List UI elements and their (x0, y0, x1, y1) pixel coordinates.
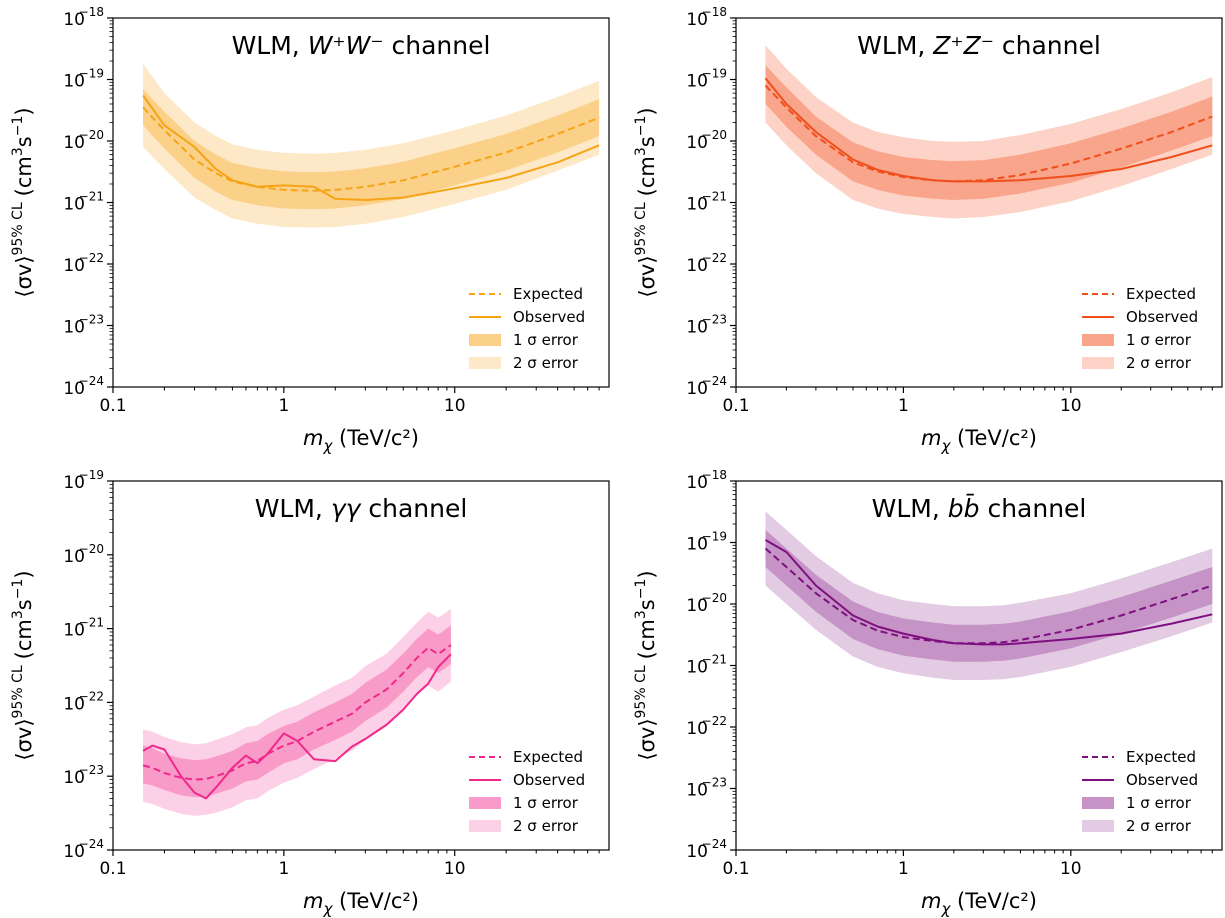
legend: Expected Observed 1 σ error 2 σ error (469, 285, 585, 372)
x-tick-label: 0.1 (99, 859, 126, 879)
panel-title: WLM, Z⁺Z⁻ channel (857, 31, 1101, 60)
y-tick-exponent: −23 (702, 313, 727, 327)
legend-label: 1 σ error (513, 794, 579, 812)
y-axis-label: ⟨σv⟩95% CL(cm3s−1) (10, 570, 36, 760)
y-tick-exponent: −21 (702, 653, 727, 667)
y-tick-exponent: −24 (79, 374, 104, 388)
y-tick-exponent: −18 (702, 5, 727, 19)
chart-panel-3: 0.1 1 1010−2410−2310−2210−2110−2010−19WLM,… (10, 468, 609, 918)
y-tick-exponent: −20 (79, 128, 104, 142)
y-tick-exponent: −22 (79, 689, 104, 703)
legend-label: 2 σ error (1126, 817, 1192, 835)
y-tick-exponent: −19 (702, 530, 727, 544)
legend: Expected Observed 1 σ error 2 σ error (1082, 285, 1198, 372)
plot-area (143, 64, 599, 228)
legend-label: Observed (1126, 308, 1198, 326)
y-tick-exponent: −18 (702, 468, 727, 482)
legend-label: 2 σ error (1126, 354, 1192, 372)
y-tick-exponent: −21 (79, 190, 104, 204)
x-axis-label: mχ (TeV/c²) (303, 889, 419, 918)
y-tick-exponent: −24 (702, 374, 727, 388)
plot-area (766, 511, 1213, 680)
x-tick-label: 10 (1060, 396, 1082, 416)
legend-two-sigma-handle (1082, 820, 1114, 832)
x-tick-label: 10 (444, 859, 466, 879)
x-axis-label: mχ (TeV/c²) (303, 426, 419, 455)
panel-title: WLM, bb̄ channel (872, 493, 1087, 523)
y-tick-exponent: −20 (702, 591, 727, 605)
y-tick-exponent: −22 (702, 714, 727, 728)
plot-area (143, 609, 451, 816)
legend-label: Expected (513, 748, 583, 766)
legend-two-sigma-handle (1082, 357, 1114, 369)
y-tick-exponent: −20 (79, 542, 104, 556)
y-tick-exponent: −19 (702, 67, 727, 81)
legend-one-sigma-handle (1082, 797, 1114, 809)
x-tick-label: 0.1 (722, 396, 749, 416)
x-tick-label: 10 (1060, 859, 1082, 879)
legend-label: Expected (1126, 285, 1196, 303)
y-tick-exponent: −21 (702, 190, 727, 204)
legend-label: 1 σ error (1126, 794, 1192, 812)
x-tick-label: 0.1 (722, 859, 749, 879)
panel-title: WLM, W⁺W⁻ channel (232, 31, 491, 60)
y-tick-exponent: −22 (79, 251, 104, 265)
y-axis-label: ⟨σv⟩95% CL(cm3s−1) (633, 570, 659, 760)
chart-panel-4: 0.1 1 1010−2410−2310−2210−2110−2010−1910−1… (633, 468, 1222, 918)
chart-panel-2: 0.1 1 1010−2410−2310−2210−2110−2010−1910−1… (633, 5, 1222, 455)
legend-label: Observed (1126, 771, 1198, 789)
x-tick-label: 1 (278, 396, 289, 416)
y-axis-label: ⟨σv⟩95% CL(cm3s−1) (10, 107, 36, 297)
legend: Expected Observed 1 σ error 2 σ error (469, 748, 585, 835)
x-tick-label: 1 (278, 859, 289, 879)
legend-one-sigma-handle (469, 797, 501, 809)
chart-panel-1: 0.1 1 1010−2410−2310−2210−2110−2010−1910−1… (10, 5, 609, 455)
legend-label: Observed (513, 771, 585, 789)
y-tick-exponent: −23 (702, 776, 727, 790)
legend-label: 1 σ error (513, 331, 579, 349)
legend-label: Observed (513, 308, 585, 326)
y-tick-exponent: −19 (79, 67, 104, 81)
plot-area (766, 45, 1213, 218)
legend-label: 1 σ error (1126, 331, 1192, 349)
legend-two-sigma-handle (469, 357, 501, 369)
x-tick-label: 1 (898, 396, 909, 416)
panel-title: WLM, γγ channel (255, 494, 468, 523)
x-tick-label: 10 (444, 396, 466, 416)
legend-one-sigma-handle (1082, 334, 1114, 346)
x-axis-label: mχ (TeV/c²) (921, 889, 1037, 918)
y-tick-exponent: −20 (702, 128, 727, 142)
x-tick-label: 1 (898, 859, 909, 879)
y-tick-exponent: −21 (79, 616, 104, 630)
y-tick-exponent: −22 (702, 251, 727, 265)
y-tick-exponent: −23 (79, 313, 104, 327)
y-tick-exponent: −23 (79, 763, 104, 777)
y-tick-exponent: −19 (79, 468, 104, 482)
legend-two-sigma-handle (469, 820, 501, 832)
y-tick-exponent: −24 (702, 837, 727, 851)
legend-label: Expected (513, 285, 583, 303)
y-axis-label: ⟨σv⟩95% CL(cm3s−1) (633, 107, 659, 297)
legend-label: 2 σ error (513, 817, 579, 835)
x-tick-label: 0.1 (99, 396, 126, 416)
legend-label: 2 σ error (513, 354, 579, 372)
y-tick-exponent: −24 (79, 837, 104, 851)
y-tick-exponent: −18 (79, 5, 104, 19)
legend-one-sigma-handle (469, 334, 501, 346)
legend-label: Expected (1126, 748, 1196, 766)
legend: Expected Observed 1 σ error 2 σ error (1082, 748, 1198, 835)
x-axis-label: mχ (TeV/c²) (921, 426, 1037, 455)
